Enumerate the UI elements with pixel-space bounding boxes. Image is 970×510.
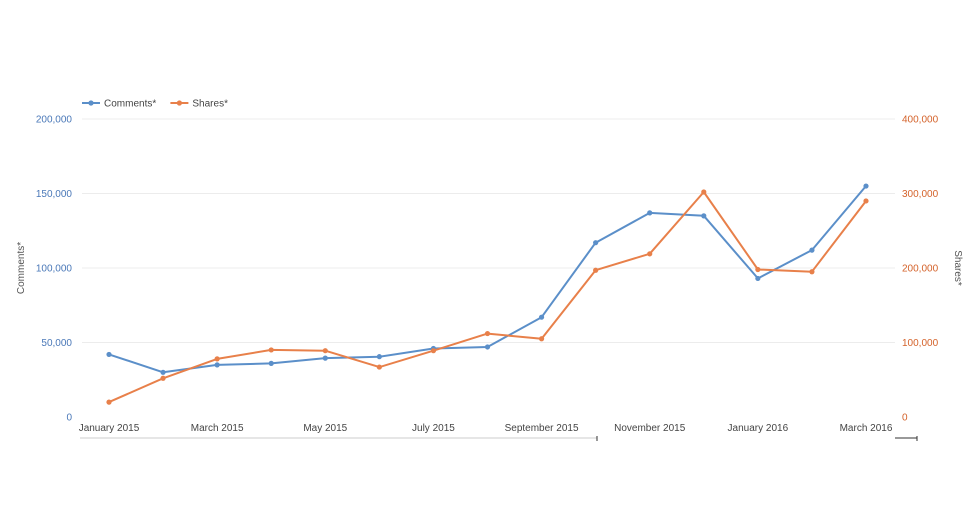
- data-point-shares: [863, 198, 869, 204]
- x-tick-label: January 2015: [79, 423, 140, 434]
- data-point-comments: [214, 362, 220, 368]
- data-point-comments: [647, 210, 653, 216]
- data-point-comments: [809, 247, 815, 253]
- data-point-comments: [593, 240, 599, 246]
- x-tick-label: January 2016: [728, 423, 789, 434]
- x-tick-label: July 2015: [412, 423, 455, 434]
- x-tick-label: September 2015: [505, 423, 579, 434]
- data-point-shares: [106, 399, 112, 405]
- series-line-shares: [108, 191, 867, 404]
- data-point-shares: [160, 375, 166, 381]
- data-point-shares: [809, 269, 815, 275]
- legend-swatch-marker: [88, 100, 94, 106]
- legend-label: Shares*: [192, 99, 228, 110]
- y-right-tick-label: 200,000: [902, 264, 939, 275]
- y-right-tick-label: 100,000: [902, 338, 939, 349]
- data-point-comments: [268, 360, 274, 366]
- data-point-shares: [755, 266, 761, 273]
- data-point-shares: [701, 189, 707, 195]
- y-right-axis-title: Shares*: [952, 250, 963, 286]
- data-point-comments: [322, 355, 328, 361]
- y-left-tick-label: 100,000: [36, 264, 73, 275]
- data-point-shares: [430, 348, 437, 354]
- y-left-tick-label: 150,000: [36, 189, 73, 200]
- series-line-comments: [108, 185, 867, 374]
- data-point-comments: [755, 275, 761, 282]
- y-right-tick-label: 400,000: [902, 115, 939, 126]
- data-point-comments: [106, 351, 112, 358]
- data-point-comments: [484, 344, 491, 350]
- data-point-comments: [863, 183, 869, 189]
- y-left-tick-label: 0: [66, 413, 72, 424]
- data-point-comments: [160, 369, 166, 375]
- data-point-comments: [376, 354, 382, 360]
- data-point-shares: [484, 330, 491, 337]
- data-point-comments: [538, 314, 545, 320]
- x-tick-label: November 2015: [614, 423, 686, 434]
- y-left-axis-title: Comments*: [16, 242, 27, 294]
- data-point-shares: [322, 348, 328, 354]
- legend-swatch-marker: [176, 100, 182, 106]
- x-tick-label: March 2015: [191, 423, 244, 434]
- legend-label: Comments*: [104, 99, 156, 110]
- data-point-shares: [647, 251, 653, 257]
- data-point-shares: [376, 364, 382, 370]
- data-point-shares: [268, 347, 274, 353]
- data-point-comments: [701, 213, 707, 219]
- y-right-tick-label: 0: [902, 413, 908, 424]
- y-right-tick-label: 300,000: [902, 189, 939, 200]
- y-left-tick-label: 200,000: [36, 115, 73, 126]
- data-point-shares: [538, 336, 545, 342]
- x-tick-label: March 2016: [840, 423, 893, 434]
- data-point-shares: [214, 356, 220, 362]
- x-tick-label: May 2015: [303, 423, 347, 434]
- data-point-shares: [593, 267, 599, 273]
- y-left-tick-label: 50,000: [41, 338, 72, 349]
